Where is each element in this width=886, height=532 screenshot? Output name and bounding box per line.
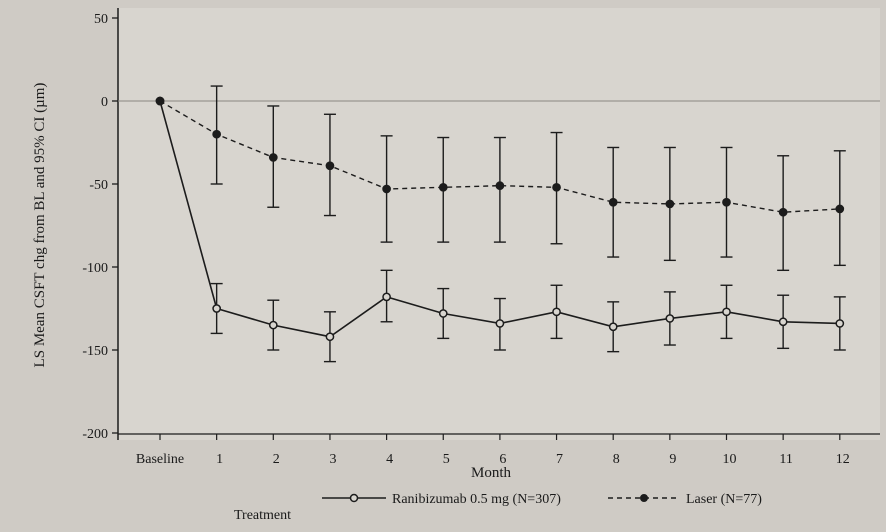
y-tick-label: -200 <box>82 427 108 442</box>
x-tick-label: 4 <box>386 452 393 467</box>
data-point-laser <box>155 96 165 106</box>
y-tick-label: -50 <box>89 178 108 193</box>
y-tick-label: 0 <box>101 95 108 110</box>
y-axis-title: LS Mean CSFT chg from BL and 95% CI (µm) <box>32 83 48 368</box>
x-tick-label: 1 <box>216 452 223 467</box>
data-point-ranibizumab <box>268 320 278 330</box>
legend-ranibizumab-marker <box>349 493 359 503</box>
y-tick-label: -150 <box>82 344 108 359</box>
data-point-ranibizumab <box>438 309 448 318</box>
data-point-ranibizumab <box>608 322 618 332</box>
x-tick-label: 2 <box>273 452 280 467</box>
data-point-laser <box>382 184 391 194</box>
data-point-ranibizumab <box>495 319 505 328</box>
data-point-laser <box>438 182 448 192</box>
data-point-laser <box>495 181 505 191</box>
data-point-ranibizumab <box>382 292 391 302</box>
data-point-laser <box>665 199 675 209</box>
x-axis-title: Month <box>471 465 512 481</box>
legend-title: Treatment <box>234 508 291 523</box>
x-tick-label: 9 <box>669 452 676 467</box>
data-point-laser <box>268 153 278 162</box>
legend-ranibizumab-label: Ranibizumab 0.5 mg (N=307) <box>392 492 561 507</box>
data-point-laser <box>778 207 788 217</box>
data-point-laser <box>608 197 618 207</box>
data-point-ranibizumab <box>778 317 788 327</box>
y-tick-label: -100 <box>82 261 108 276</box>
x-tick-label: 12 <box>836 452 850 467</box>
x-tick-label: 7 <box>556 452 563 467</box>
x-tick-label: 6 <box>499 452 506 467</box>
legend: Treatment Ranibizumab 0.5 mg (N=307) Las… <box>234 492 762 523</box>
legend-laser-marker <box>640 494 648 502</box>
data-point-ranibizumab <box>665 314 675 323</box>
data-point-ranibizumab <box>212 304 221 313</box>
x-tick-label: 3 <box>329 452 336 467</box>
x-tick-label: 8 <box>613 452 620 467</box>
data-point-laser <box>552 182 561 192</box>
x-tick-label: 11 <box>779 452 792 467</box>
data-point-ranibizumab <box>325 332 335 342</box>
data-point-laser <box>325 161 335 171</box>
data-point-ranibizumab <box>835 319 845 328</box>
data-point-ranibizumab <box>552 307 561 317</box>
data-point-ranibizumab <box>722 307 731 317</box>
x-tick-label: 5 <box>443 452 450 467</box>
plot-area <box>118 8 880 440</box>
x-tick-label: Baseline <box>136 452 184 467</box>
data-point-laser <box>212 129 221 139</box>
y-tick-label: 50 <box>94 12 108 27</box>
data-point-laser <box>722 197 731 207</box>
legend-laser-label: Laser (N=77) <box>686 492 762 507</box>
x-tick-label: 10 <box>723 452 737 467</box>
data-point-laser <box>835 204 845 214</box>
